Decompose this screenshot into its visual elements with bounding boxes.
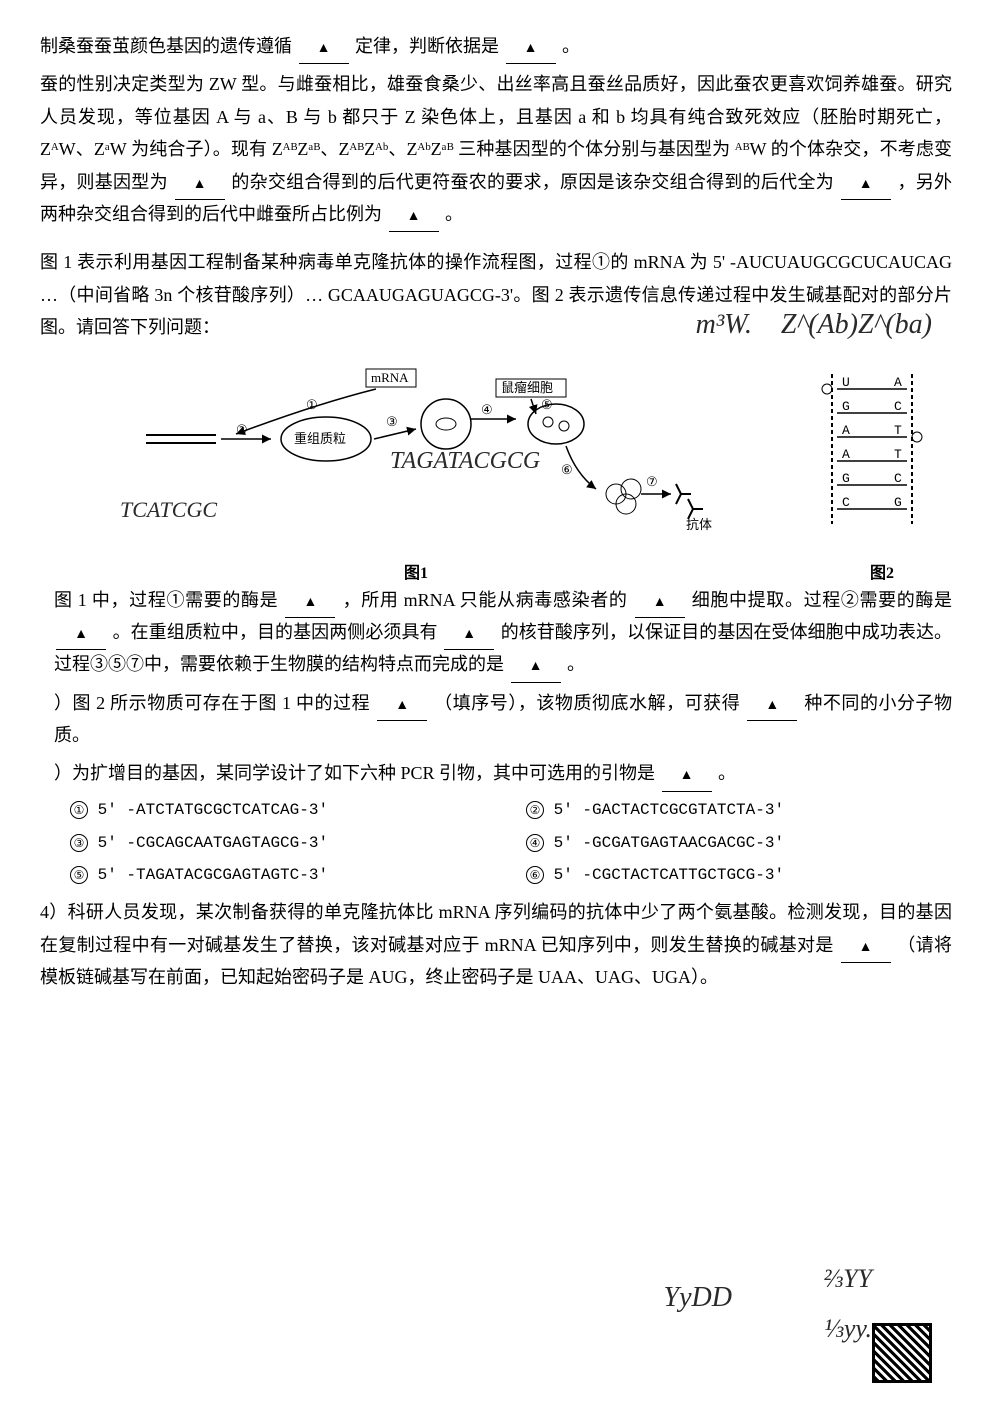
blank: ▲ (175, 166, 225, 198)
primer-row: ⑥ 5' -CGCTACTCATTGCTGCG-3' (526, 861, 952, 890)
primer-seq: 5' -CGCTACTCATTGCTGCG-3' (554, 866, 784, 884)
sub4: 4）科研人员发现，某次制备获得的单克隆抗体比 mRNA 序列编码的抗体中少了两个… (40, 896, 952, 993)
sub3: ）为扩增目的基因，某同学设计了如下六种 PCR 引物，其中可选用的引物是 ▲ 。 (40, 757, 952, 789)
sub1-end: 。 (567, 654, 585, 674)
svg-text:A: A (894, 375, 902, 390)
svg-text:T: T (894, 447, 902, 462)
svg-text:U: U (842, 375, 850, 390)
blank: ▲ (444, 616, 494, 648)
q1-para2: 蚕的性别决定类型为 ZW 型。与雌蚕相比，雄蚕食桑少、出丝率高且蚕丝品质好，因此… (40, 68, 952, 230)
sub2: ）图 2 所示物质可存在于图 1 中的过程 ▲ （填序号），该物质彻底水解，可获… (40, 687, 952, 752)
sub4-text: 4）科研人员发现，某次制备获得的单克隆抗体比 mRNA 序列编码的抗体中少了两个… (40, 902, 952, 954)
q1-line1: 制桑蚕蚕茧颜色基因的遗传遵循 ▲ 定律，判断依据是 ▲ 。 (40, 30, 952, 62)
figure-2: UAGCATATGCCG 图2 (812, 364, 952, 564)
primer-row: ⑤ 5' -TAGATACGCGAGTAGTC-3' (70, 861, 496, 890)
fig1-step7: ⑦ (646, 474, 658, 489)
primer-num: ⑥ (526, 866, 544, 884)
svg-text:A: A (842, 447, 850, 462)
handwriting-mid1: m³W. (696, 300, 752, 350)
sub2-mid1: （填序号），该物质彻底水解，可获得 (434, 693, 740, 713)
primer-row: ③ 5' -CGCAGCAATGAGTAGCG-3' (70, 829, 496, 858)
blank: ▲ (389, 198, 439, 230)
figures-row: mRNA ① ② 重组质粒 ③ 鼠瘤细胞 ④ ⑤ (40, 364, 952, 564)
primer-seq: 5' -GACTACTCGCGTATCTA-3' (554, 801, 784, 819)
primer-seq: 5' -TAGATACGCGAGTAGTC-3' (98, 866, 328, 884)
q1-line1-prefix: 制桑蚕蚕茧颜色基因的遗传遵循 (40, 36, 292, 56)
blank: ▲ (635, 584, 685, 616)
sub3-prefix: ）为扩增目的基因，某同学设计了如下六种 PCR 引物，其中可选用的引物是 (54, 763, 655, 783)
primer-seq: 5' -CGCAGCAATGAGTAGCG-3' (98, 834, 328, 852)
primer-num: ④ (526, 834, 544, 852)
blank: ▲ (841, 166, 891, 198)
handwriting-bottom1: YyDD (664, 1273, 732, 1323)
pcr-primers-grid: ① 5' -ATCTATGCGCTCATCAG-3' ② 5' -GACTACT… (70, 796, 952, 890)
svg-text:G: G (842, 471, 850, 486)
primer-num: ③ (70, 834, 88, 852)
primer-row: ② 5' -GACTACTCGCGTATCTA-3' (526, 796, 952, 825)
blank: ▲ (662, 757, 712, 789)
fig1-step6: ⑥ (561, 462, 573, 477)
sub1-mid3: 。在重组质粒中，目的基因两侧必须具有 (113, 622, 438, 642)
q1-para2-mid1: 的杂交组合得到的后代更符蚕农的要求，原因是该杂交组合得到的后代全为 (231, 172, 834, 192)
fig2-label: 图2 (812, 560, 952, 589)
figure-1: mRNA ① ② 重组质粒 ③ 鼠瘤细胞 ④ ⑤ (40, 364, 792, 564)
sub1-mid2: 细胞中提取。过程②需要的酶是 (692, 590, 952, 610)
fig1-mrna-label: mRNA (371, 370, 409, 385)
fig1-tumor-label: 鼠瘤细胞 (501, 380, 553, 395)
primer-row: ④ 5' -GCGATGAGTAACGACGC-3' (526, 829, 952, 858)
blank: ▲ (841, 929, 891, 961)
primer-seq: 5' -GCGATGAGTAACGACGC-3' (554, 834, 784, 852)
sub1: 图 1 中，过程①需要的酶是 ▲ ，所用 mRNA 只能从病毒感染者的 ▲ 细胞… (40, 584, 952, 681)
fig1-step1: ① (306, 397, 318, 412)
fig1-antibody-label: 抗体 (686, 517, 712, 532)
svg-text:G: G (894, 495, 902, 510)
fig1-step3: ③ (386, 414, 398, 429)
blank: ▲ (377, 687, 427, 719)
handwriting-bottom4: ⅓yy. (824, 1306, 872, 1353)
qr-code-icon (872, 1323, 932, 1383)
q1-line1-mid: 定律，判断依据是 (355, 36, 499, 56)
blank: ▲ (299, 30, 349, 62)
fig1-plasmid-label: 重组质粒 (294, 431, 346, 446)
blank: ▲ (511, 648, 561, 680)
svg-text:G: G (842, 399, 850, 414)
primer-row: ① 5' -ATCTATGCGCTCATCAG-3' (70, 796, 496, 825)
primer-num: ⑤ (70, 866, 88, 884)
handwriting-mid2: Z^(Ab)Z^(ba) (781, 300, 932, 350)
fig1-step2: ② (236, 422, 248, 437)
sub1-mid1: ，所用 mRNA 只能从病毒感染者的 (343, 590, 628, 610)
svg-text:A: A (842, 423, 850, 438)
fig1-step4: ④ (481, 402, 493, 417)
svg-text:C: C (894, 399, 902, 414)
sub3-end: 。 (718, 763, 736, 783)
q1-line1-end: 。 (562, 36, 580, 56)
sub1-prefix: 图 1 中，过程①需要的酶是 (54, 590, 278, 610)
primer-num: ② (526, 801, 544, 819)
blank: ▲ (747, 687, 797, 719)
blank: ▲ (506, 30, 556, 62)
svg-text:T: T (894, 423, 902, 438)
blank: ▲ (56, 616, 106, 648)
svg-text:C: C (894, 471, 902, 486)
sub2-prefix: ）图 2 所示物质可存在于图 1 中的过程 (54, 693, 370, 713)
svg-text:C: C (842, 495, 850, 510)
q1-para2-end: 。 (445, 204, 463, 224)
handwriting-bottom3: ⅔YY (824, 1256, 872, 1303)
blank: ▲ (285, 584, 335, 616)
primer-num: ① (70, 801, 88, 819)
primer-seq: 5' -ATCTATGCGCTCATCAG-3' (98, 801, 328, 819)
